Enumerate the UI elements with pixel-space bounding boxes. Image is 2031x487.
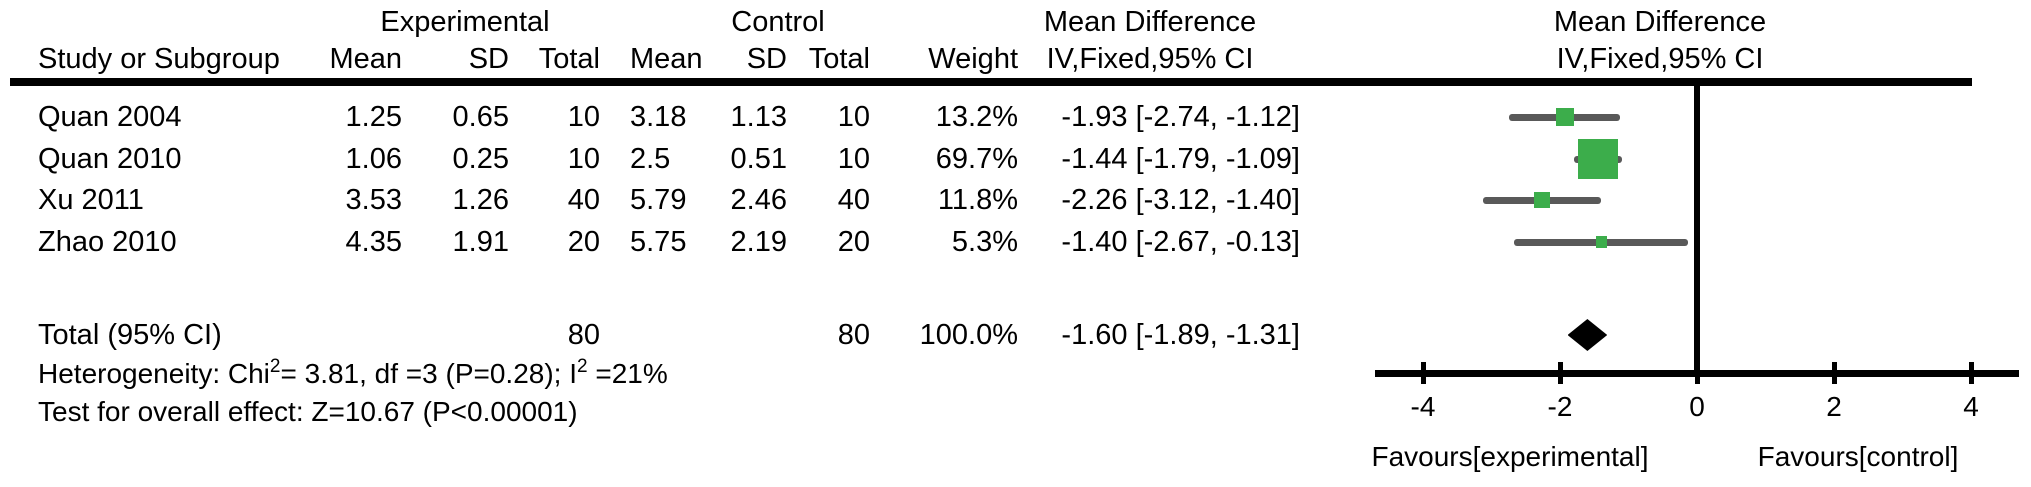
mean-difference-header-plot: Mean Difference: [1553, 6, 1767, 38]
ci-method-header-table: IV,Fixed,95% CI: [1046, 43, 1254, 75]
weight-value: 11.8%: [937, 184, 1018, 216]
study-label: Zhao 2010: [38, 226, 177, 258]
exp-sd-value: 0.65: [452, 101, 509, 133]
exp-total-value: 40: [567, 184, 600, 216]
i-squared-superscript: 2: [577, 356, 588, 377]
header-group-row: Experimental Control Mean Difference Mea…: [0, 4, 2031, 40]
axis-tick-label: 2: [1826, 391, 1842, 422]
ctrl-sd-column-header: SD: [746, 43, 787, 75]
ci-text-value: -1.40 [-2.67, -0.13]: [1061, 226, 1300, 258]
axis-tick: [1557, 362, 1563, 384]
ctrl-sd-value: 1.13: [730, 101, 787, 133]
header-column-row: Study or Subgroup Mean SD Total Mean SD …: [0, 40, 2031, 78]
total-row: Total (95% CI) 80 80 100.0% -1.60 [-1.89…: [0, 314, 1310, 356]
ci-text-value: -1.44 [-1.79, -1.09]: [1061, 143, 1300, 175]
ctrl-sd-value: 2.46: [730, 184, 787, 216]
axis-tick: [1831, 362, 1837, 384]
weight-value: 5.3%: [951, 226, 1018, 258]
study-row: Quan 2004 1.25 0.65 10 3.18 1.13 10 13.2…: [0, 96, 1310, 138]
axis-tick: [1694, 362, 1700, 384]
total-weight: 100.0%: [919, 319, 1018, 351]
axis-tick-label: -4: [1410, 391, 1436, 422]
total-ctrl-total: 80: [837, 319, 870, 351]
exp-sd-value: 0.25: [452, 143, 509, 175]
exp-sd-column-header: SD: [468, 43, 509, 75]
header-divider-rule: [10, 78, 1972, 86]
heterogeneity-text-end: =21%: [587, 358, 668, 389]
ctrl-total-value: 10: [837, 101, 870, 133]
ctrl-mean-value: 2.5: [630, 143, 671, 175]
mean-marker: [1595, 236, 1607, 248]
favours-left-label: Favours[experimental]: [1371, 441, 1649, 472]
ctrl-total-value: 10: [837, 143, 870, 175]
mean-difference-header-table: Mean Difference: [1043, 6, 1257, 38]
ctrl-total-value: 20: [837, 226, 870, 258]
axis-tick-label: -2: [1547, 391, 1573, 422]
weight-value: 13.2%: [935, 101, 1018, 133]
mean-marker: [1556, 108, 1574, 126]
exp-mean-column-header: Mean: [329, 43, 402, 75]
ctrl-sd-value: 2.19: [730, 226, 787, 258]
experimental-group-header: Experimental: [380, 6, 550, 38]
mean-marker: [1533, 191, 1551, 209]
ctrl-mean-value: 3.18: [630, 101, 687, 133]
heterogeneity-note: Heterogeneity: Chi2= 3.81, df =3 (P=0.28…: [38, 354, 668, 394]
axis-tick: [1420, 362, 1426, 384]
exp-total-column-header: Total: [538, 43, 600, 75]
study-row: Quan 2010 1.06 0.25 10 2.5 0.51 10 69.7%…: [0, 138, 1310, 180]
study-column-header: Study or Subgroup: [38, 43, 280, 75]
total-exp-total: 80: [567, 319, 600, 351]
study-label: Quan 2004: [38, 101, 182, 133]
favours-right-label: Favours[control]: [1757, 441, 1959, 472]
zero-effect-line: [1694, 86, 1700, 377]
exp-total-value: 10: [567, 143, 600, 175]
ctrl-mean-value: 5.79: [630, 184, 687, 216]
ci-method-header-plot: IV,Fixed,95% CI: [1556, 43, 1764, 75]
mean-marker: [1578, 138, 1619, 180]
heterogeneity-text-mid: = 3.81, df =3 (P=0.28); I: [280, 358, 578, 389]
axis-tick-label: 4: [1963, 391, 1979, 422]
exp-mean-value: 1.06: [345, 143, 402, 175]
ctrl-mean-column-header: Mean: [630, 43, 703, 75]
total-label: Total (95% CI): [38, 319, 222, 351]
study-row: Xu 2011 3.53 1.26 40 5.79 2.46 40 11.8% …: [0, 179, 1310, 221]
study-label: Xu 2011: [38, 184, 144, 216]
overall-effect-note: Test for overall effect: Z=10.67 (P<0.00…: [38, 396, 578, 427]
total-diamond: [1567, 319, 1608, 351]
chi-squared-superscript: 2: [269, 356, 281, 377]
exp-mean-value: 3.53: [345, 184, 402, 216]
ci-text-value: -1.93 [-2.74, -1.12]: [1061, 101, 1300, 133]
exp-total-value: 20: [567, 226, 600, 258]
total-ci-text: -1.60 [-1.89, -1.31]: [1061, 319, 1300, 351]
weight-value: 69.7%: [935, 143, 1018, 175]
exp-sd-value: 1.91: [452, 226, 509, 258]
ctrl-total-column-header: Total: [808, 43, 870, 75]
control-group-header: Control: [731, 6, 825, 38]
ctrl-sd-value: 0.51: [730, 143, 787, 175]
exp-mean-value: 1.25: [345, 101, 402, 133]
study-row: Zhao 2010 4.35 1.91 20 5.75 2.19 20 5.3%…: [0, 221, 1310, 263]
study-label: Quan 2010: [38, 143, 182, 175]
ctrl-total-value: 40: [837, 184, 870, 216]
weight-column-header: Weight: [928, 43, 1018, 75]
exp-mean-value: 4.35: [345, 226, 402, 258]
heterogeneity-text: Heterogeneity: Chi: [38, 358, 270, 389]
exp-total-value: 10: [567, 101, 600, 133]
axis-tick: [1968, 362, 1974, 384]
ctrl-mean-value: 5.75: [630, 226, 687, 258]
exp-sd-value: 1.26: [452, 184, 509, 216]
axis-tick-label: 0: [1689, 391, 1705, 422]
ci-text-value: -2.26 [-3.12, -1.40]: [1061, 184, 1300, 216]
